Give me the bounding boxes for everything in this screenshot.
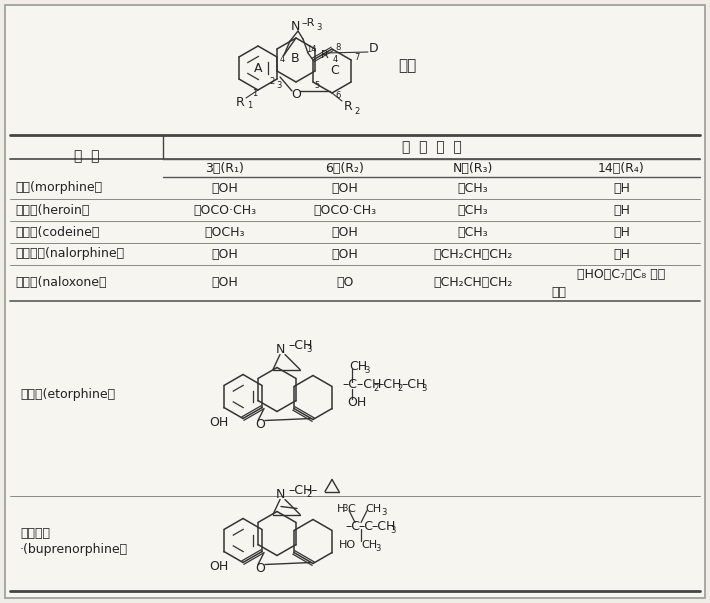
Text: –CH: –CH [377, 378, 401, 391]
Text: 吗啡(morphine）: 吗啡(morphine） [15, 182, 102, 195]
Text: 2: 2 [306, 490, 311, 499]
Text: CH: CH [349, 360, 367, 373]
Text: O: O [255, 562, 265, 575]
Text: 3: 3 [364, 366, 369, 375]
Text: 3: 3 [421, 384, 427, 393]
Text: －H: －H [613, 247, 630, 260]
Text: －CH₃: －CH₃ [458, 182, 488, 195]
Text: 埃托啡(etorphine）: 埃托啡(etorphine） [20, 388, 115, 401]
Text: －CH₂CH＝CH₂: －CH₂CH＝CH₂ [433, 277, 513, 289]
Text: CH: CH [365, 504, 381, 514]
Text: 6位(R₂): 6位(R₂) [326, 162, 364, 174]
Text: 3: 3 [375, 544, 381, 553]
Text: –C–CH: –C–CH [342, 378, 381, 391]
Text: －CH₂CH－CH₂: －CH₂CH－CH₂ [433, 247, 513, 260]
Text: C: C [331, 65, 339, 78]
Text: 3: 3 [342, 504, 347, 513]
Text: C: C [347, 504, 355, 514]
Text: 3: 3 [316, 22, 322, 31]
Text: 3: 3 [390, 526, 395, 535]
Text: 5: 5 [315, 81, 320, 90]
Text: –C: –C [345, 520, 360, 533]
Text: －H: －H [613, 226, 630, 239]
Text: －OH: －OH [332, 182, 359, 195]
Text: OH: OH [347, 396, 366, 409]
Text: 药  物: 药 物 [74, 149, 99, 163]
Text: －OCO·CH₃: －OCO·CH₃ [193, 203, 256, 216]
Text: 6: 6 [335, 90, 341, 99]
Text: 8: 8 [335, 42, 341, 51]
Text: －OH: －OH [212, 247, 239, 260]
Text: 1: 1 [247, 101, 253, 110]
Text: O: O [255, 418, 265, 431]
Text: 4: 4 [333, 54, 338, 63]
Text: －OCO·CH₃: －OCO·CH₃ [313, 203, 376, 216]
Text: －OH: －OH [212, 182, 239, 195]
Text: 4: 4 [280, 55, 285, 65]
Text: 2: 2 [373, 384, 378, 393]
Text: 14: 14 [306, 45, 316, 54]
Text: N位(R₃): N位(R₃) [453, 162, 493, 174]
Text: R: R [344, 101, 352, 113]
Text: –: – [310, 484, 316, 497]
Text: 烯丙吗啡(nalorphine）: 烯丙吗啡(nalorphine） [15, 247, 124, 260]
Text: 2: 2 [354, 107, 360, 116]
Text: 3: 3 [306, 345, 312, 354]
Text: －CH₃: －CH₃ [458, 226, 488, 239]
Text: B: B [290, 52, 300, 66]
Text: H: H [337, 504, 346, 514]
Text: N: N [275, 343, 285, 356]
Text: –CH: –CH [401, 378, 425, 391]
Text: 1: 1 [252, 89, 258, 98]
Text: 吗啡: 吗啡 [398, 58, 416, 74]
Text: 3: 3 [276, 81, 282, 90]
Text: 可待因(codeine）: 可待因(codeine） [15, 226, 99, 239]
Text: R: R [236, 95, 244, 109]
Text: －OH: －OH [332, 226, 359, 239]
Text: R: R [321, 50, 329, 60]
Text: OH: OH [209, 560, 229, 573]
Text: －HO（C₇－C₈ 为单: －HO（C₇－C₈ 为单 [577, 268, 666, 282]
Text: N: N [275, 488, 285, 501]
Text: OH: OH [209, 416, 229, 429]
Text: 纳洛酮(naloxone）: 纳洛酮(naloxone） [15, 277, 106, 289]
Text: ·(buprenorphine）: ·(buprenorphine） [20, 543, 128, 556]
Text: –C: –C [358, 520, 373, 533]
Text: 替  代  基  团: 替 代 基 团 [402, 140, 462, 154]
Text: －H: －H [613, 203, 630, 216]
Text: －OCH₃: －OCH₃ [204, 226, 245, 239]
Text: －H: －H [613, 182, 630, 195]
Text: ＝O: ＝O [337, 277, 354, 289]
Text: –CH: –CH [288, 339, 312, 352]
Text: HO: HO [339, 540, 356, 549]
Text: D: D [369, 42, 379, 55]
Text: –R: –R [301, 18, 315, 28]
Text: 丁丙诺啡: 丁丙诺啡 [20, 527, 50, 540]
Text: 海洛因(heroin）: 海洛因(heroin） [15, 203, 89, 216]
Text: –CH: –CH [288, 484, 312, 497]
Text: －OH: －OH [332, 247, 359, 260]
Text: 7: 7 [354, 54, 360, 63]
Text: –CH: –CH [371, 520, 395, 533]
Text: A: A [253, 62, 262, 75]
Text: O: O [291, 89, 301, 101]
Text: 3位(R₁): 3位(R₁) [206, 162, 244, 174]
Text: －OH: －OH [212, 277, 239, 289]
Text: －CH₃: －CH₃ [458, 203, 488, 216]
Text: 14位(R₄): 14位(R₄) [598, 162, 645, 174]
Text: 2: 2 [269, 77, 275, 86]
Text: CH: CH [361, 540, 377, 549]
Text: N: N [290, 19, 300, 33]
Text: 2: 2 [397, 384, 403, 393]
Text: 键）: 键） [551, 286, 566, 300]
Text: 3: 3 [381, 508, 386, 517]
